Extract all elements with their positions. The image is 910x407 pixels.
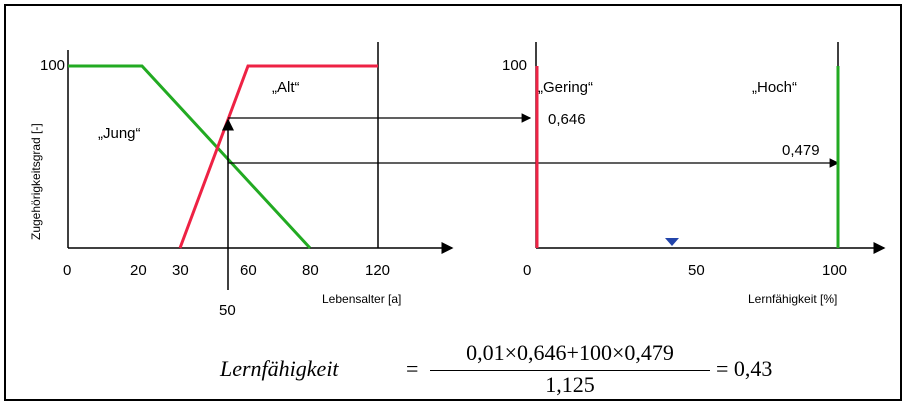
right-x-tick-50: 50 bbox=[688, 262, 705, 279]
left-y-axis-label: Zugehörigkeitsgrad [-] bbox=[29, 123, 43, 240]
label-gering: „Gering“ bbox=[538, 79, 593, 96]
series-alt-line bbox=[178, 64, 378, 249]
left-x-tick-20: 20 bbox=[130, 262, 147, 279]
value-hoch: 0,479 bbox=[782, 142, 820, 159]
centroid-marker-icon bbox=[665, 238, 679, 246]
formula-denominator: 1,125 bbox=[545, 372, 595, 397]
left-x-tick-60: 60 bbox=[240, 262, 257, 279]
series-jung-line bbox=[68, 64, 312, 250]
formula-equals: = bbox=[406, 356, 419, 381]
left-x-tick-80: 80 bbox=[302, 262, 319, 279]
left-x-tick-120: 120 bbox=[365, 262, 390, 279]
formula: Lernfähigkeit = 0,01×0,646+100×0,479 1,1… bbox=[220, 340, 772, 406]
formula-result: = 0,43 bbox=[716, 356, 773, 381]
right-x-tick-100: 100 bbox=[822, 262, 847, 279]
formula-fraction-bar bbox=[430, 370, 710, 371]
left-x-axis-label: Lebensalter [a] bbox=[322, 292, 401, 306]
value-gering: 0,646 bbox=[548, 111, 586, 128]
formula-numerator: 0,01×0,646+100×0,479 bbox=[466, 340, 674, 365]
formula-lhs: Lernfähigkeit bbox=[220, 356, 339, 381]
label-jung: „Jung“ bbox=[98, 125, 141, 142]
left-x-tick-0: 0 bbox=[63, 262, 71, 279]
right-x-tick-0: 0 bbox=[523, 262, 531, 279]
left-x-marker-50: 50 bbox=[219, 302, 236, 319]
label-alt: „Alt“ bbox=[272, 79, 300, 96]
left-x-tick-30: 30 bbox=[172, 262, 189, 279]
label-hoch: „Hoch“ bbox=[752, 79, 797, 96]
right-y-tick-100: 100 bbox=[502, 57, 527, 74]
diagram-frame bbox=[4, 4, 902, 401]
left-y-tick-100: 100 bbox=[40, 57, 65, 74]
right-x-axis-label: Lernfähigkeit [%] bbox=[748, 292, 837, 306]
